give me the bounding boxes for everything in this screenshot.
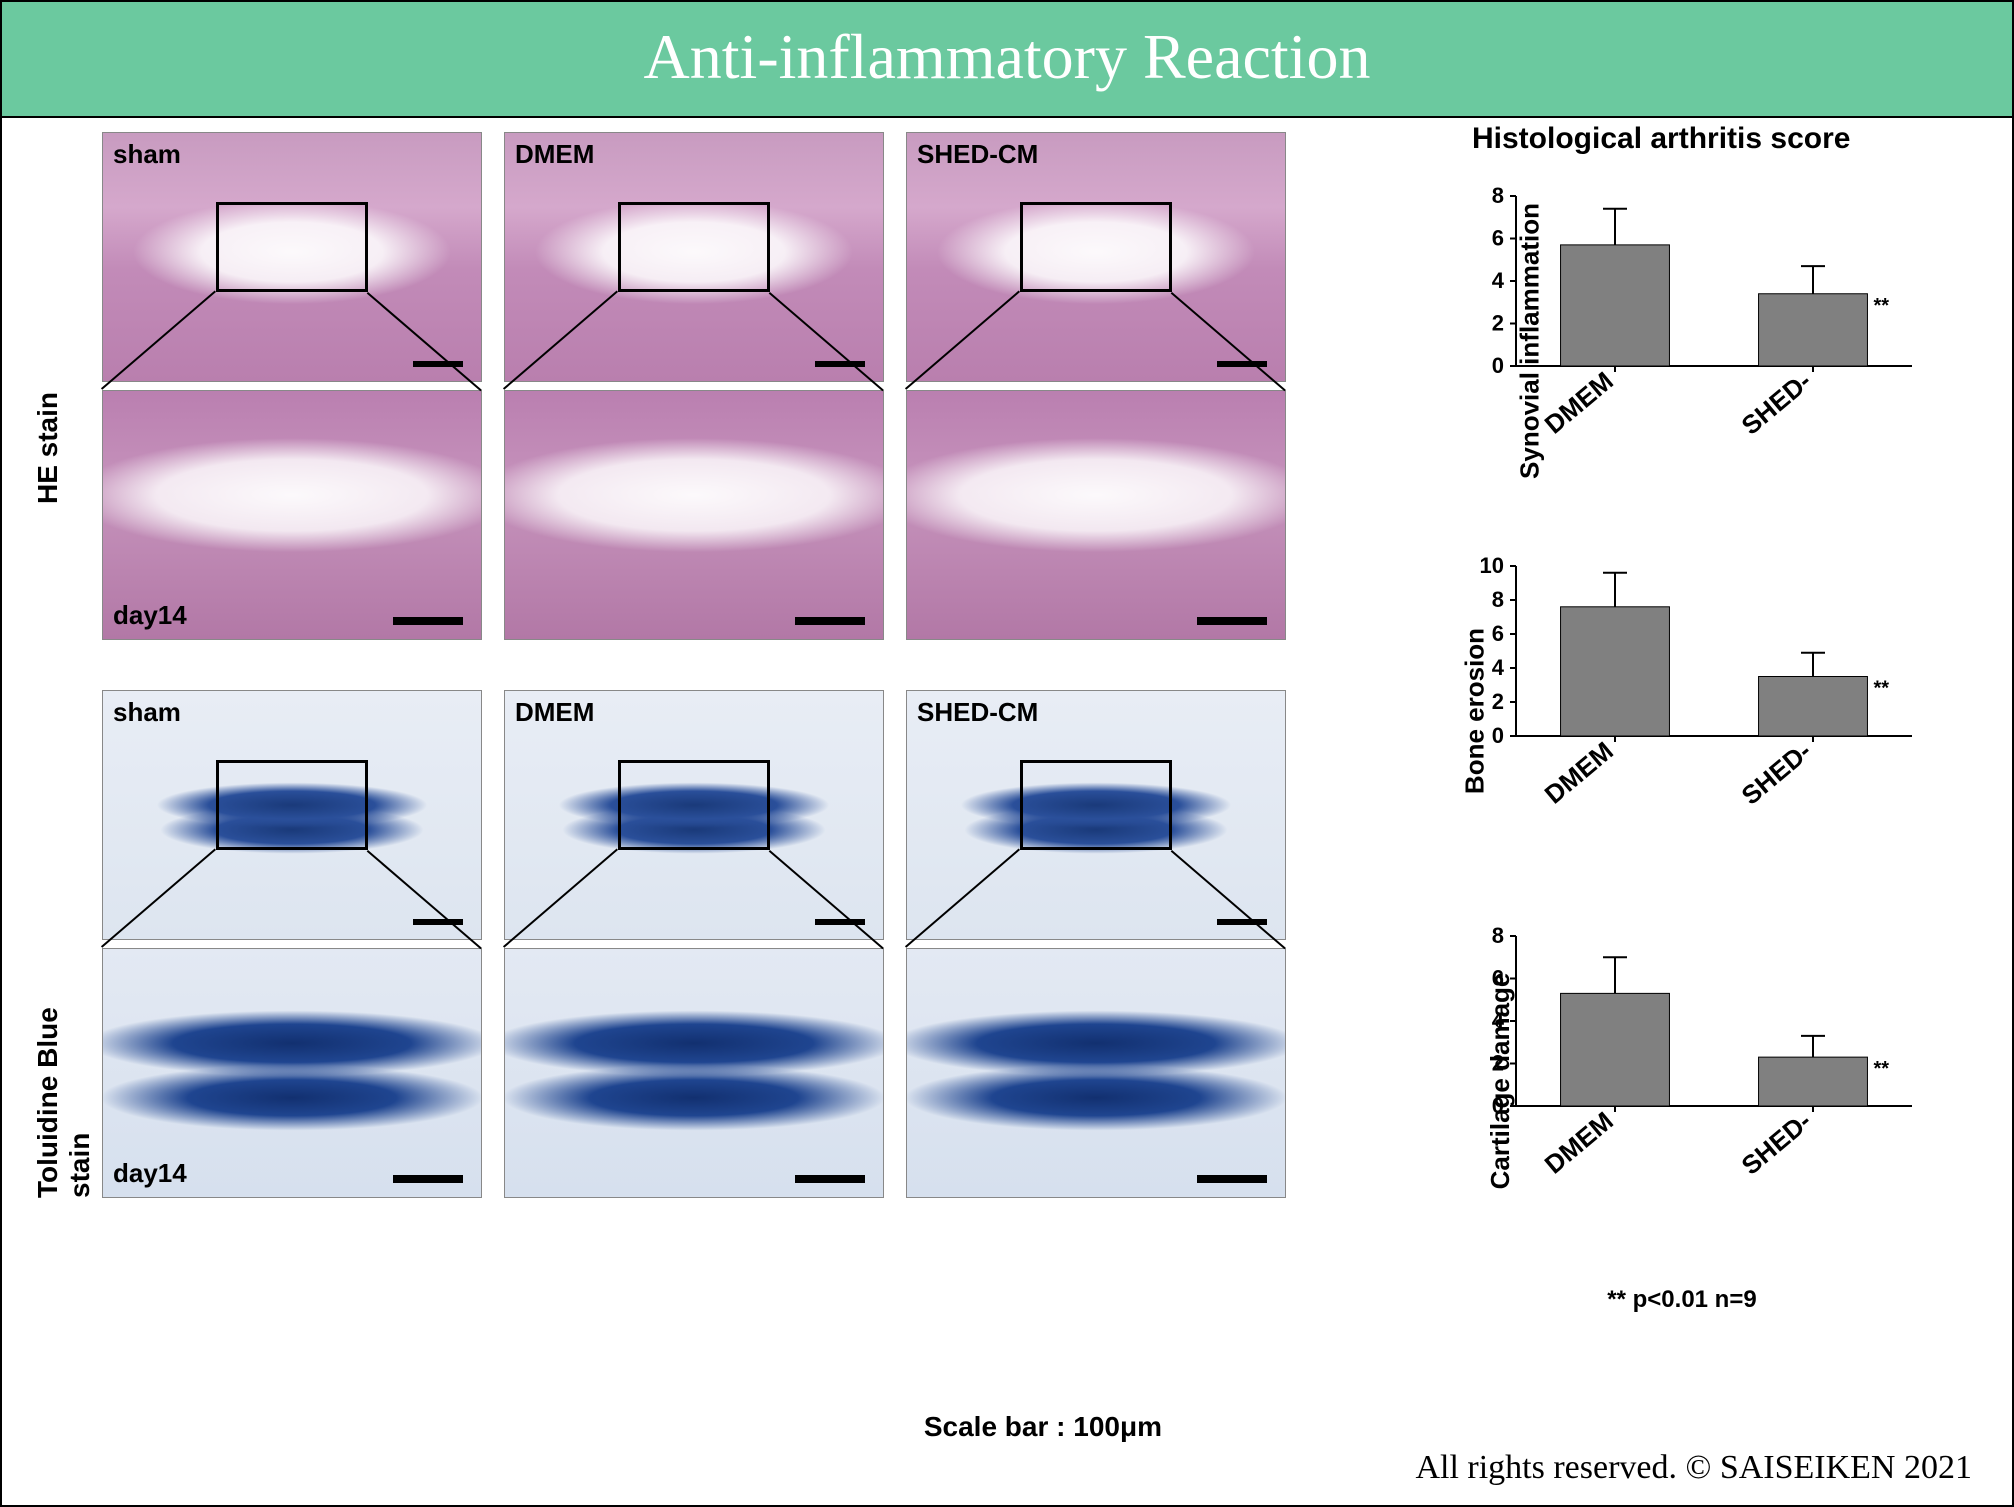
histology-image: SHED-CM — [906, 690, 1286, 940]
svg-text:6: 6 — [1492, 621, 1504, 646]
he-grid: sham DMEM SHED-CM day14 — [102, 132, 1362, 640]
svg-text:2: 2 — [1492, 311, 1504, 336]
histology-image: sham — [102, 690, 482, 940]
column-label: sham — [113, 697, 181, 728]
bar — [1561, 245, 1670, 366]
svg-text:2: 2 — [1492, 689, 1504, 714]
svg-text:4: 4 — [1492, 268, 1505, 293]
figure-frame: Anti-inflammatory Reaction HE stain sham… — [0, 0, 2014, 1507]
scale-bar — [393, 1175, 463, 1183]
chart-wrap: Bone erosion0246810DMEM**SHED- — [1392, 546, 1972, 876]
svg-text:4: 4 — [1492, 655, 1505, 680]
copyright-text: All rights reserved. © SAISEIKEN 2021 — [1415, 1449, 1972, 1487]
column-label: DMEM — [515, 697, 594, 728]
svg-text:SHED-: SHED- — [1736, 736, 1817, 806]
scale-bar — [815, 361, 865, 367]
svg-text:DMEM: DMEM — [1539, 1106, 1619, 1176]
significance-marker: ** — [1873, 295, 1889, 317]
timepoint-label: day14 — [113, 600, 187, 631]
scale-bar — [795, 617, 865, 625]
svg-text:8: 8 — [1492, 923, 1504, 948]
histology-zoom-image: day14 — [102, 948, 482, 1198]
scale-bar — [1197, 617, 1267, 625]
bar — [1759, 294, 1868, 366]
tb-grid: sham DMEM SHED-CM day14 — [102, 690, 1362, 1198]
scale-bar — [1197, 1175, 1267, 1183]
tb-stain-label: Toluidine Blue stain — [32, 950, 96, 1198]
histology-zoom-image — [906, 948, 1286, 1198]
histology-image: sham — [102, 132, 482, 382]
svg-text:4: 4 — [1492, 1008, 1505, 1033]
histology-image: DMEM — [504, 690, 884, 940]
charts-container: Synovial inflammation02468DMEM**SHED-Bon… — [1392, 176, 1972, 1246]
svg-text:0: 0 — [1492, 1093, 1504, 1118]
column-label: SHED-CM — [917, 697, 1038, 728]
scale-bar — [815, 919, 865, 925]
roi-box — [618, 202, 769, 291]
bar-chart: 0 2 4 6 8 10 DMEM ** SHED- — [1462, 546, 1922, 806]
scale-bar — [393, 617, 463, 625]
bar — [1561, 607, 1670, 736]
content-area: HE stain shamDMEMSHED-CMday14 Toluidine … — [42, 122, 1972, 1435]
charts-panel: Histological arthritis score Synovial in… — [1362, 122, 1972, 1435]
scale-caption: Scale bar : 100μm — [924, 1411, 1162, 1443]
svg-text:8: 8 — [1492, 587, 1504, 612]
stats-note: ** p<0.01 n=9 — [1392, 1286, 1972, 1314]
roi-box — [618, 760, 769, 849]
scale-bar — [795, 1175, 865, 1183]
significance-marker: ** — [1873, 1058, 1889, 1080]
chart-wrap: Synovial inflammation02468DMEM**SHED- — [1392, 176, 1972, 506]
column-label: DMEM — [515, 139, 594, 170]
charts-title: Histological arthritis score — [1472, 122, 1972, 156]
histology-image: SHED-CM — [906, 132, 1286, 382]
histology-panel: HE stain shamDMEMSHED-CMday14 Toluidine … — [42, 122, 1362, 1435]
svg-text:6: 6 — [1492, 226, 1504, 251]
svg-text:DMEM: DMEM — [1539, 366, 1619, 436]
column-label: sham — [113, 139, 181, 170]
chart-wrap: Cartilage damage02468DMEM**SHED- — [1392, 916, 1972, 1246]
column-label: SHED-CM — [917, 139, 1038, 170]
svg-text:DMEM: DMEM — [1539, 736, 1619, 806]
svg-text:SHED-: SHED- — [1736, 1106, 1817, 1176]
histology-zoom-image — [504, 390, 884, 640]
significance-marker: ** — [1873, 678, 1889, 700]
svg-text:8: 8 — [1492, 183, 1504, 208]
timepoint-label: day14 — [113, 1158, 187, 1189]
he-stain-block: HE stain shamDMEMSHED-CMday14 — [42, 132, 1362, 640]
histology-image: DMEM — [504, 132, 884, 382]
svg-text:0: 0 — [1492, 723, 1504, 748]
svg-text:2: 2 — [1492, 1051, 1504, 1076]
roi-box — [1020, 202, 1171, 291]
he-stain-label: HE stain — [32, 392, 64, 504]
scale-bar — [413, 361, 463, 367]
roi-box — [216, 760, 367, 849]
bar — [1759, 677, 1868, 737]
svg-text:10: 10 — [1480, 553, 1504, 578]
svg-text:SHED-: SHED- — [1736, 366, 1817, 436]
svg-text:0: 0 — [1492, 353, 1504, 378]
tb-stain-block: Toluidine Blue stain shamDMEMSHED-CMday1… — [42, 690, 1362, 1198]
histology-zoom-image — [504, 948, 884, 1198]
svg-text:6: 6 — [1492, 966, 1504, 991]
bar — [1759, 1057, 1868, 1106]
histology-zoom-image: day14 — [102, 390, 482, 640]
title-banner: Anti-inflammatory Reaction — [2, 2, 2012, 118]
scale-bar — [413, 919, 463, 925]
bar-chart: 0 2 4 6 8 DMEM ** SHED- — [1462, 176, 1922, 436]
scale-bar — [1217, 919, 1267, 925]
roi-box — [1020, 760, 1171, 849]
bar — [1561, 993, 1670, 1106]
scale-bar — [1217, 361, 1267, 367]
roi-box — [216, 202, 367, 291]
bar-chart: 0 2 4 6 8 DMEM ** SHED- — [1462, 916, 1922, 1176]
histology-zoom-image — [906, 390, 1286, 640]
